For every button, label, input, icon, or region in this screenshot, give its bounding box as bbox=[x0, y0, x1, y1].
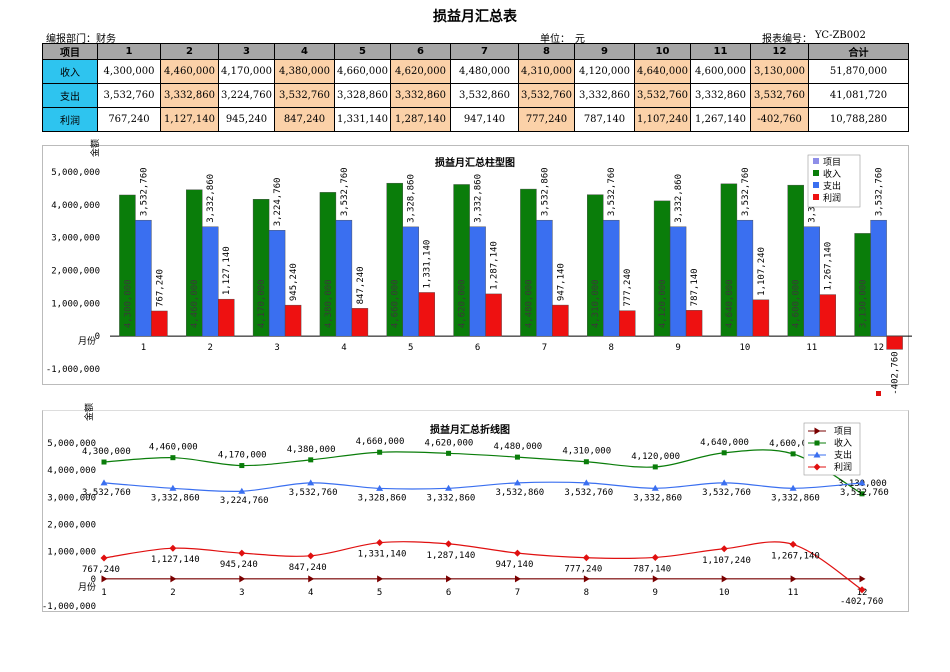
table-row-income: 收入 4,300,000 4,460,000 4,170,000 4,380,000 4,… bbox=[42, 59, 909, 84]
report-number-label: 报表编号： bbox=[762, 34, 812, 45]
row-label: 利润 bbox=[42, 107, 98, 132]
table-cell: 4,120,000 bbox=[574, 59, 635, 84]
table-cell: 4,300,000 bbox=[97, 59, 161, 84]
bar-chart-legend-marker bbox=[876, 391, 881, 396]
header-col-5: 5 bbox=[334, 43, 391, 60]
table-cell: 3,332,860 bbox=[390, 83, 451, 108]
row-label: 支出 bbox=[42, 83, 98, 108]
table-cell: 1,267,140 bbox=[690, 107, 751, 132]
header-col-1: 1 bbox=[97, 43, 161, 60]
table-cell: 4,460,000 bbox=[160, 59, 219, 84]
table-cell: 51,870,000 bbox=[808, 59, 909, 84]
table-body: 收入 4,300,000 4,460,000 4,170,000 4,380,000 4,… bbox=[42, 59, 909, 132]
table-cell: 3,532,760 bbox=[274, 83, 335, 108]
unit-label: 单位： bbox=[540, 34, 570, 45]
header-col-2: 2 bbox=[160, 43, 219, 60]
table-cell: 767,240 bbox=[97, 107, 161, 132]
table-cell: 1,127,140 bbox=[160, 107, 219, 132]
line-chart-frame bbox=[42, 410, 909, 612]
header-item: 项目 bbox=[42, 43, 98, 60]
header-col-8: 8 bbox=[518, 43, 575, 60]
table-cell: 1,107,240 bbox=[634, 107, 691, 132]
table-cell: 3,532,760 bbox=[634, 83, 691, 108]
table-cell: 3,332,860 bbox=[574, 83, 635, 108]
table-row-expense: 支出 3,532,760 3,332,860 3,224,760 3,532,760 3,… bbox=[42, 83, 909, 108]
table-cell: 4,640,000 bbox=[634, 59, 691, 84]
header-col-10: 10 bbox=[634, 43, 691, 60]
header-col-12: 12 bbox=[750, 43, 809, 60]
table-cell: -402,760 bbox=[750, 107, 809, 132]
table-cell: 4,480,000 bbox=[450, 59, 519, 84]
table-cell: 3,532,760 bbox=[97, 83, 161, 108]
unit-value: 元 bbox=[575, 34, 585, 45]
table-cell: 1,331,140 bbox=[334, 107, 391, 132]
table-cell: 3,224,760 bbox=[218, 83, 275, 108]
table-header-row: 项目 1 2 3 4 5 6 7 8 9 10 11 12 合计 bbox=[42, 43, 909, 60]
table-row-profit: 利润 767,240 1,127,140 945,240 847,240 1,331,14… bbox=[42, 107, 909, 132]
bar-chart-frame bbox=[42, 145, 909, 385]
table-cell: 847,240 bbox=[274, 107, 335, 132]
table-cell: 4,660,000 bbox=[334, 59, 391, 84]
table-cell: 3,532,760 bbox=[750, 83, 809, 108]
dept-label: 编报部门：财务 bbox=[46, 34, 116, 45]
table-cell: 3,532,860 bbox=[450, 83, 519, 108]
header-col-4: 4 bbox=[274, 43, 335, 60]
report-number-value: YC-ZB002 bbox=[815, 30, 866, 41]
header-col-3: 3 bbox=[218, 43, 275, 60]
header-col-7: 7 bbox=[450, 43, 519, 60]
table-cell: 777,240 bbox=[518, 107, 575, 132]
header-col-11: 11 bbox=[690, 43, 751, 60]
table-cell: 4,380,000 bbox=[274, 59, 335, 84]
table-cell: 947,140 bbox=[450, 107, 519, 132]
table-cell: 41,081,720 bbox=[808, 83, 909, 108]
table-cell: 787,140 bbox=[574, 107, 635, 132]
table-cell: 10,788,280 bbox=[808, 107, 909, 132]
table-cell: 4,310,000 bbox=[518, 59, 575, 84]
table-cell: 945,240 bbox=[218, 107, 275, 132]
header-col-6: 6 bbox=[390, 43, 451, 60]
page-title: 损益月汇总表 bbox=[433, 9, 517, 25]
table-cell: 3,130,000 bbox=[750, 59, 809, 84]
header-col-合计: 合计 bbox=[808, 43, 909, 60]
table-cell: 1,287,140 bbox=[390, 107, 451, 132]
header-col-9: 9 bbox=[574, 43, 635, 60]
summary-table: 项目 1 2 3 4 5 6 7 8 9 10 11 12 合计 收入 4,300,000 4,460,000… bbox=[42, 43, 909, 132]
table-cell: 4,620,000 bbox=[390, 59, 451, 84]
table-cell: 4,600,000 bbox=[690, 59, 751, 84]
table-cell: 3,328,860 bbox=[334, 83, 391, 108]
row-label: 收入 bbox=[42, 59, 98, 84]
table-cell: 3,332,860 bbox=[160, 83, 219, 108]
table-cell: 4,170,000 bbox=[218, 59, 275, 84]
table-cell: 3,332,860 bbox=[690, 83, 751, 108]
table-cell: 3,532,760 bbox=[518, 83, 575, 108]
